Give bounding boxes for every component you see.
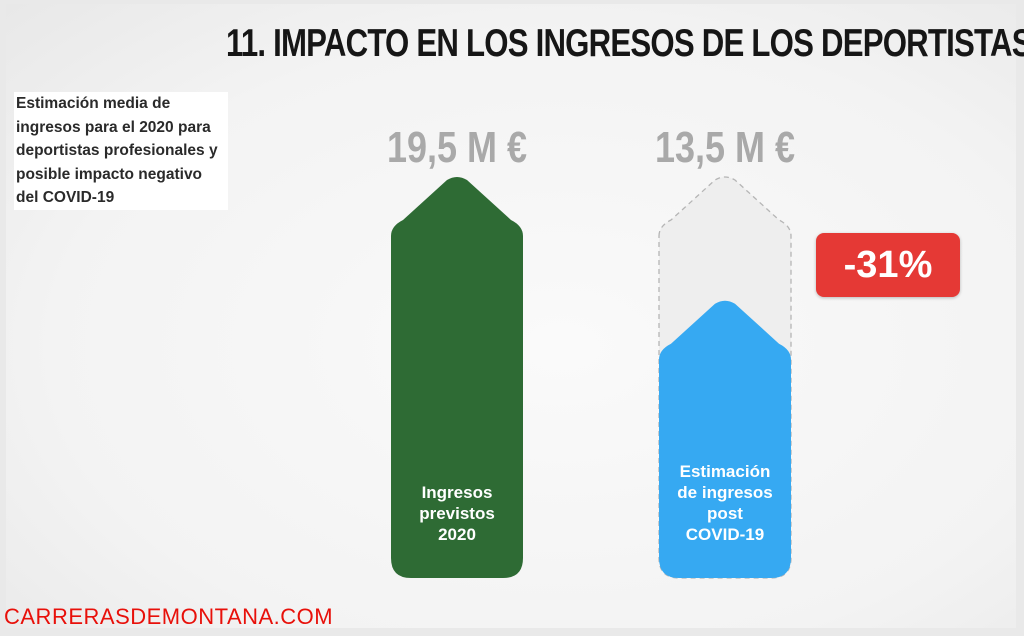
- chart-subtitle: Estimación media de ingresos para el 202…: [14, 92, 228, 210]
- category-label-1-line-3: 2020: [438, 525, 476, 544]
- category-label-2-line-2: de ingresos: [677, 483, 772, 502]
- category-label-2-line-3: post: [707, 504, 743, 523]
- value-label-2: 13,5 M €: [655, 123, 795, 172]
- bar-2: [659, 300, 791, 578]
- bar-1: [391, 177, 523, 578]
- category-label-2-line-1: Estimación: [680, 462, 771, 481]
- category-label-1-line-2: previstos: [419, 504, 495, 523]
- category-label-1-line-1: Ingresos: [422, 483, 493, 502]
- source-watermark: CARRERASDEMONTANA.COM: [4, 604, 334, 629]
- value-label-1: 19,5 M €: [387, 123, 527, 172]
- category-label-2-line-4: COVID-19: [686, 525, 764, 544]
- change-badge: -31%: [816, 233, 960, 297]
